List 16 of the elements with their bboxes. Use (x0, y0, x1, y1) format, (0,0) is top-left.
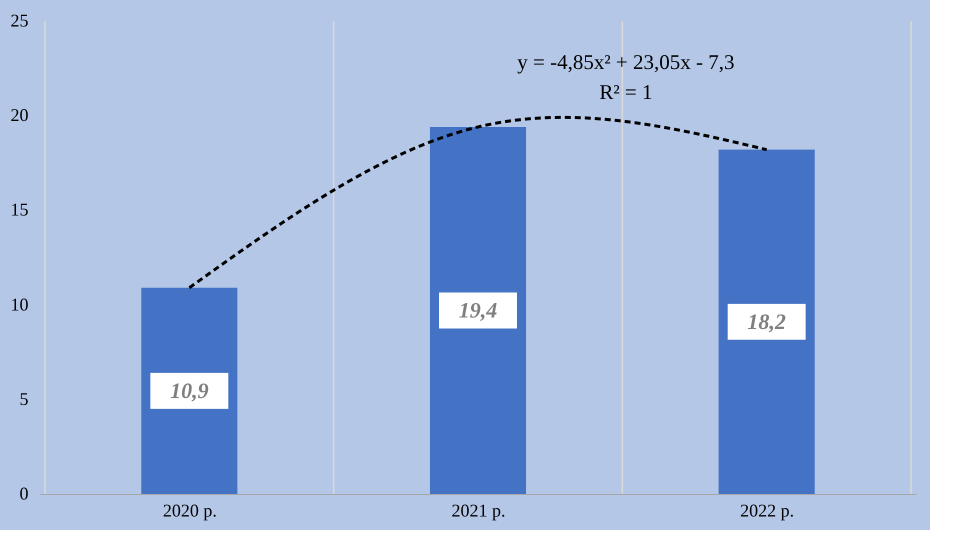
bar (430, 126, 526, 494)
x-tick-label: 2021 р. (452, 500, 506, 520)
y-tick-label: 25 (10, 10, 28, 30)
x-tick-label: 2020 р. (162, 500, 217, 520)
data-label: 10,9 (170, 378, 209, 403)
bar (718, 150, 815, 494)
annotation: y = -4,85x² + 23,05x - 7,3 (517, 50, 735, 74)
y-tick-label: 15 (10, 200, 28, 220)
y-tick-label: 10 (10, 294, 28, 314)
y-tick-label: 20 (10, 105, 28, 126)
x-tick-label: 2022 р. (740, 500, 794, 520)
data-label: 18,2 (747, 308, 786, 334)
data-label: 19,4 (458, 297, 498, 322)
y-tick-label: 5 (20, 388, 28, 409)
annotation: R² = 1 (599, 80, 652, 104)
y-tick-label: 0 (20, 484, 28, 504)
